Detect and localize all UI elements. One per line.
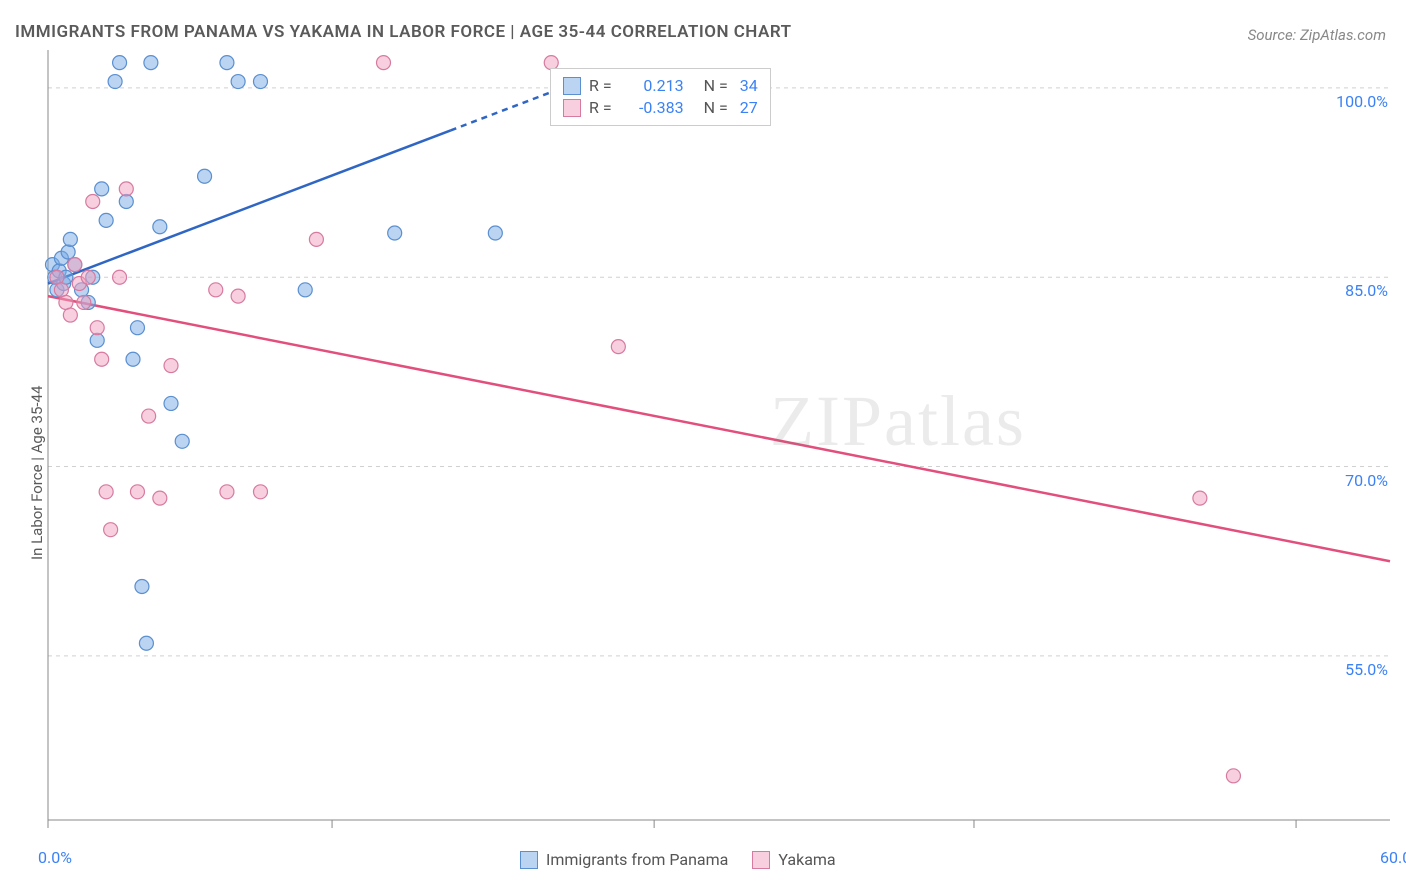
x-tick-label: 0.0% (38, 848, 72, 867)
y-tick-label: 100.0% (1336, 92, 1388, 111)
stat-n-value: 27 (740, 97, 758, 119)
y-axis-label: In Labor Force | Age 35-44 (28, 386, 46, 560)
correlation-stats-box: R = 0.213 N = 34 R = -0.383 N = 27 (550, 68, 771, 126)
series-swatch-icon (520, 851, 538, 869)
legend-label: Immigrants from Panama (546, 850, 728, 869)
series-swatch-icon (752, 851, 770, 869)
scatter-plot (0, 0, 1406, 892)
stat-r-label: R = (589, 97, 612, 119)
stat-row: R = 0.213 N = 34 (563, 75, 758, 97)
chart-container: IMMIGRANTS FROM PANAMA VS YAKAMA IN LABO… (0, 0, 1406, 892)
stat-r-label: R = (589, 75, 612, 97)
series-legend: Immigrants from Panama Yakama (520, 850, 836, 869)
legend-item: Yakama (752, 850, 835, 869)
y-tick-label: 55.0% (1345, 660, 1388, 679)
series-swatch-icon (563, 77, 581, 95)
legend-label: Yakama (778, 850, 835, 869)
stat-row: R = -0.383 N = 27 (563, 97, 758, 119)
stat-n-value: 34 (740, 75, 758, 97)
legend-item: Immigrants from Panama (520, 850, 728, 869)
y-tick-label: 85.0% (1345, 281, 1388, 300)
stat-r-value: -0.383 (624, 97, 684, 119)
x-tick-label: 60.0% (1380, 848, 1406, 867)
series-swatch-icon (563, 99, 581, 117)
stat-n-label: N = (704, 75, 728, 97)
stat-n-label: N = (704, 97, 728, 119)
stat-r-value: 0.213 (624, 75, 684, 97)
y-tick-label: 70.0% (1345, 471, 1388, 490)
